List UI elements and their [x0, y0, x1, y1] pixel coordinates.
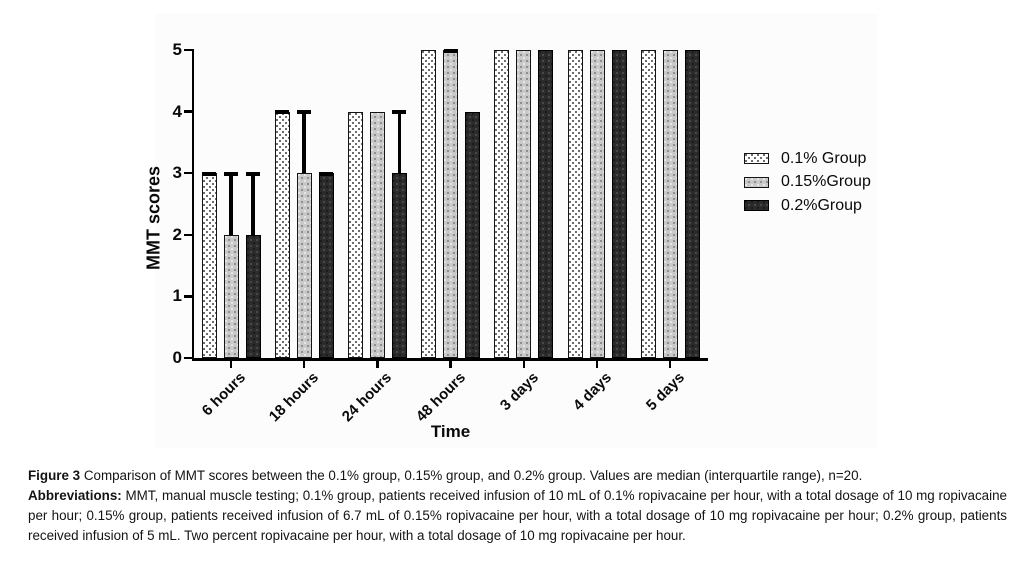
bar: [421, 50, 437, 358]
error-cap: [297, 110, 312, 115]
legend-label: 0.2%Group: [781, 196, 862, 214]
legend-swatch: [744, 176, 769, 188]
bar: [201, 173, 217, 358]
figure-text: Comparison of MMT scores between the 0.1…: [83, 468, 863, 483]
figure-caption: Figure 3 Comparison of MMT scores betwee…: [28, 466, 1007, 546]
caption-line-figure: Figure 3 Comparison of MMT scores betwee…: [28, 466, 1007, 486]
y-tick-label: 2: [172, 224, 182, 244]
legend-row: 0.15%Group: [744, 173, 871, 191]
abbreviations-label: Abbreviations:: [28, 488, 122, 503]
bar: [662, 50, 678, 358]
legend-swatch: [744, 200, 769, 211]
y-tick-label: 4: [172, 101, 182, 121]
bar: [589, 50, 605, 358]
bar: [391, 173, 407, 358]
x-tick: [449, 360, 452, 368]
error-cap: [443, 48, 458, 53]
error-whisker: [302, 111, 306, 174]
legend-label: 0.1% Group: [781, 149, 867, 167]
error-whisker: [251, 173, 255, 235]
bar: [567, 50, 583, 358]
bar: [369, 111, 385, 358]
legend-swatch: [744, 153, 769, 164]
y-tick: [184, 233, 192, 237]
y-tick-label: 3: [172, 163, 182, 183]
bar: [223, 234, 239, 358]
x-tick: [302, 360, 306, 368]
bar: [296, 173, 312, 358]
bar: [640, 50, 656, 358]
legend-row: 0.2%Group: [744, 197, 871, 214]
x-tick: [668, 360, 672, 368]
error-cap: [202, 171, 216, 176]
bar: [318, 173, 334, 358]
bar: [245, 234, 261, 358]
figure-label: Figure 3: [28, 468, 81, 483]
y-tick: [184, 48, 192, 52]
x-axis-line: [191, 358, 708, 361]
bar: [465, 111, 481, 358]
legend: 0.1% Group 0.15%Group 0.2%Group: [744, 150, 871, 221]
error-cap: [224, 171, 238, 176]
y-tick: [184, 110, 192, 113]
bar: [684, 50, 700, 358]
legend-label: 0.15%Group: [781, 173, 871, 190]
abbreviations-text: MMT, manual muscle testing; 0.1% group, …: [28, 488, 1007, 543]
bar: [516, 50, 532, 358]
error-cap: [275, 110, 290, 115]
bar: [443, 50, 459, 358]
x-tick: [229, 360, 233, 368]
error-cap: [392, 110, 407, 115]
y-tick-label: 0: [172, 348, 182, 367]
error-whisker: [397, 111, 402, 174]
bar: [347, 111, 363, 358]
x-tick: [376, 360, 379, 368]
bar: [494, 50, 510, 358]
x-tick: [522, 360, 526, 368]
caption-line-abbreviations: Abbreviations: MMT, manual muscle testin…: [28, 486, 1007, 546]
y-tick-label: 1: [172, 286, 182, 306]
y-tick: [184, 295, 192, 298]
error-whisker: [229, 173, 233, 235]
bar: [611, 50, 627, 358]
y-axis-line: [191, 49, 194, 361]
x-axis-title: Time: [430, 422, 471, 441]
y-tick: [184, 171, 192, 175]
legend-row: 0.1% Group: [744, 150, 871, 167]
y-tick-label: 5: [172, 40, 182, 59]
bar: [274, 111, 290, 358]
error-cap: [246, 171, 260, 176]
bar: [538, 50, 554, 358]
error-cap: [319, 171, 334, 176]
y-tick: [184, 356, 192, 360]
x-tick: [595, 360, 599, 368]
